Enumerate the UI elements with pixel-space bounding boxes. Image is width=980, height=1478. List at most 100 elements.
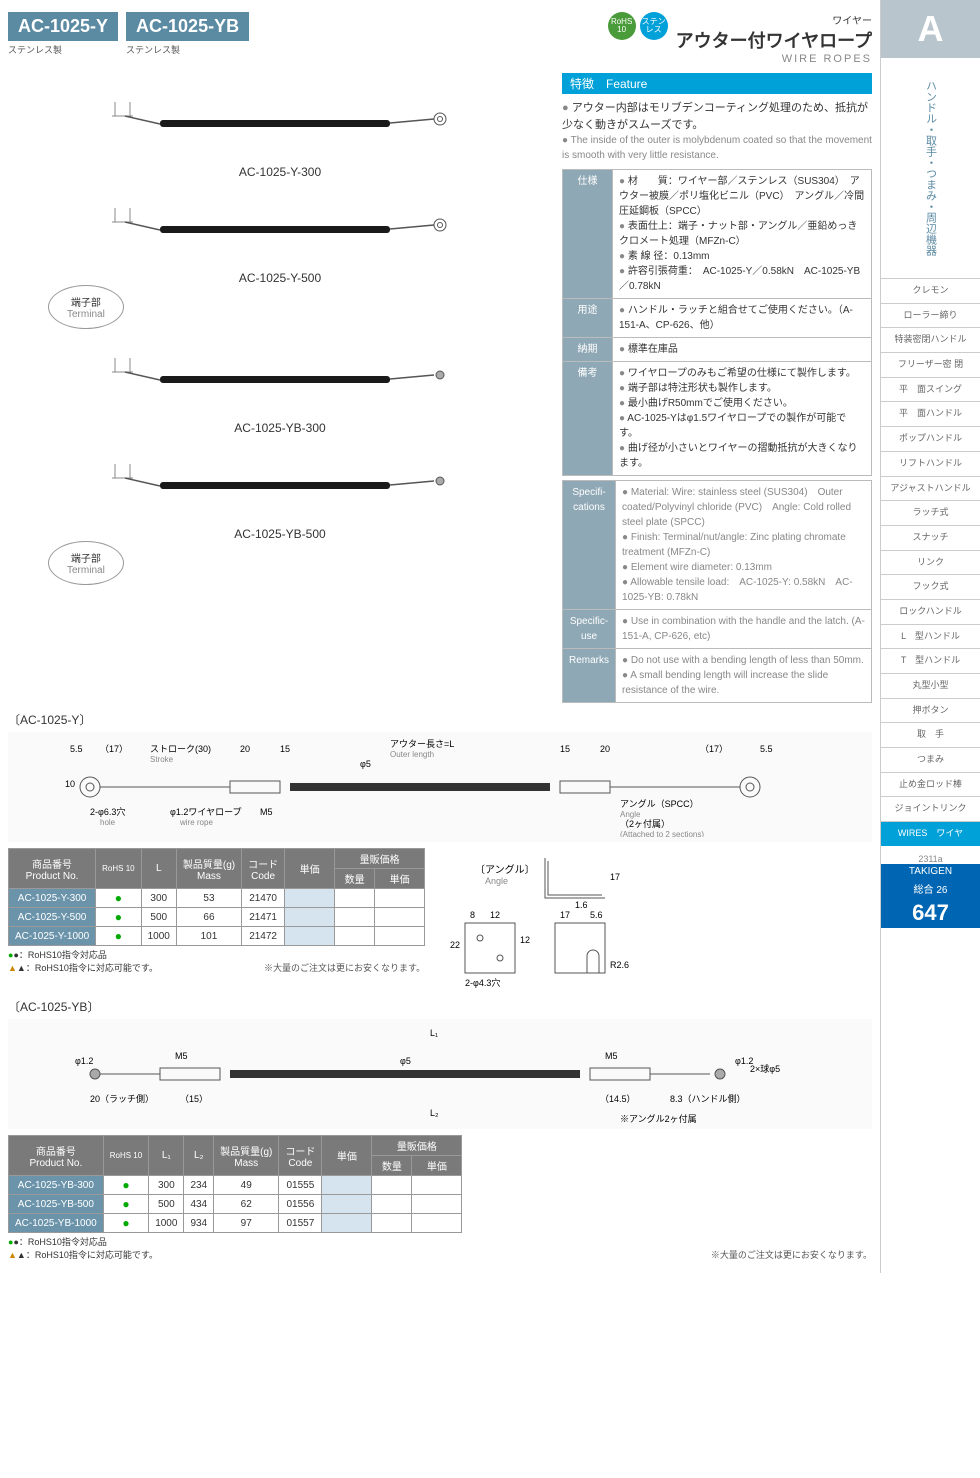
- svg-text:17: 17: [610, 872, 620, 882]
- sidebar-item[interactable]: 丸型小型: [881, 673, 980, 698]
- spec-label: Remarks: [563, 649, 616, 703]
- spec-label: Specific-use: [563, 610, 616, 649]
- svg-text:ストローク(30): ストローク(30): [150, 744, 211, 754]
- title-sub: WIRE ROPES: [676, 53, 872, 65]
- svg-text:Outer length: Outer length: [390, 750, 434, 759]
- svg-text:2-φ4.3穴: 2-φ4.3穴: [465, 977, 500, 988]
- title-sup: ワイヤー: [676, 12, 872, 27]
- diagram-yb: L₁ φ1.2 M5 φ5 M5 φ1.2 2×球φ5 20（ラッチ側） （15…: [8, 1019, 872, 1129]
- terminal-callout: 端子部Terminal: [48, 541, 124, 585]
- table-row: AC-1025-YB-500 ●5004346201556: [9, 1195, 462, 1214]
- table-rohs: ●: [96, 908, 141, 927]
- spec-cell: 標準在庫品: [613, 338, 872, 362]
- svg-text:（14.5）: （14.5）: [600, 1094, 636, 1104]
- svg-text:Angle: Angle: [485, 876, 508, 886]
- sidebar-footer: 2311a TAKIGEN 総合 26 647: [881, 854, 980, 928]
- svg-text:2×球φ5: 2×球φ5: [750, 1063, 780, 1074]
- svg-text:Stroke: Stroke: [150, 755, 174, 764]
- product-label: AC-1025-YB-300: [8, 421, 552, 435]
- svg-text:8: 8: [470, 910, 475, 920]
- sidebar-item[interactable]: ジョイントリンク: [881, 796, 980, 821]
- feature-body: アウター内部はモリブデンコーティング処理のため、抵抗が少なく動きがスムーズです。…: [562, 94, 872, 169]
- svg-text:φ1.2: φ1.2: [75, 1056, 93, 1066]
- sidebar-item[interactable]: クレモン: [881, 278, 980, 303]
- revision: 2311a: [881, 854, 980, 864]
- product-images-column: AC-1025-Y-300 AC-1025-Y-500端子部Terminal A…: [8, 73, 552, 703]
- sidebar-category: ハンドル・取手・つまみ・周辺機器: [923, 58, 939, 278]
- terminal-callout: 端子部Terminal: [48, 285, 124, 329]
- sidebar-item-active[interactable]: WIRES ワイヤ: [881, 821, 980, 846]
- svg-text:〔アングル〕: 〔アングル〕: [475, 863, 535, 876]
- spec-cell: Material: Wire: stainless steel (SUS304)…: [616, 481, 872, 610]
- table-product-no: AC-1025-YB-1000: [9, 1214, 104, 1233]
- product-code-1: AC-1025-Y: [8, 12, 118, 41]
- sidebar-item[interactable]: リフトハンドル: [881, 451, 980, 476]
- sidebar-item[interactable]: L 型ハンドル: [881, 624, 980, 649]
- table-row: AC-1025-YB-300 ●3002344901555: [9, 1176, 462, 1195]
- svg-text:15: 15: [560, 744, 570, 754]
- table-product-no: AC-1025-Y-300: [9, 889, 96, 908]
- sidebar-item[interactable]: ポップハンドル: [881, 426, 980, 451]
- table-product-no: AC-1025-YB-300: [9, 1176, 104, 1195]
- sidebar-item[interactable]: ラッチ式: [881, 500, 980, 525]
- spec-table-jp: 仕様 材 質：ワイヤー部／ステンレス（SUS304） アウター被膜／ポリ塩化ビニ…: [562, 169, 872, 476]
- legend-y: ●●：RoHS10指令対応品 ▲▲：RoHS10指令に対応可能です。 ※大量のご…: [8, 948, 425, 974]
- sidebar-letter: A: [881, 0, 980, 58]
- sidebar-item[interactable]: フリーザー密 閉: [881, 352, 980, 377]
- sidebar-item[interactable]: リンク: [881, 550, 980, 575]
- sidebar-item[interactable]: 止め金ロッド棒: [881, 772, 980, 797]
- data-table-y: 商品番号Product No. RoHS 10L製品質量(g)Mass コードC…: [8, 848, 425, 946]
- spec-cell: 材 質：ワイヤー部／ステンレス（SUS304） アウター被膜／ポリ塩化ビニル（P…: [613, 170, 872, 299]
- svg-text:φ5: φ5: [400, 1056, 411, 1066]
- legend-yb: ●●：RoHS10指令対応品 ▲▲：RoHS10指令に対応可能です。 ※大量のご…: [8, 1235, 872, 1261]
- product-code-2: AC-1025-YB: [126, 12, 249, 41]
- table-row: AC-1025-Y-1000 ●100010121472: [9, 927, 425, 946]
- table-rohs: ●: [103, 1195, 148, 1214]
- table-product-no: AC-1025-Y-1000: [9, 927, 96, 946]
- spec-label: 納期: [563, 338, 613, 362]
- product-image: [8, 335, 552, 415]
- spec-cell: ワイヤロープのみもご希望の仕様にて製作します。端子部は特注形状も製作します。最小…: [613, 362, 872, 476]
- header-bar: AC-1025-Y ステンレス製 AC-1025-YB ステンレス製 RoHS …: [8, 12, 872, 65]
- svg-text:5.5: 5.5: [70, 744, 83, 754]
- svg-text:8.3（ハンドル側）: 8.3（ハンドル側）: [670, 1093, 746, 1104]
- sidebar-item[interactable]: 平 面ハンドル: [881, 401, 980, 426]
- svg-text:(Attached to 2 sections): (Attached to 2 sections): [620, 830, 704, 837]
- table-product-no: AC-1025-Y-500: [9, 908, 96, 927]
- spec-label: 仕様: [563, 170, 613, 299]
- sidebar-item[interactable]: 押ボタン: [881, 698, 980, 723]
- sidebar-item[interactable]: 取 手: [881, 722, 980, 747]
- sidebar-item[interactable]: ロックハンドル: [881, 599, 980, 624]
- svg-text:1.6: 1.6: [575, 900, 588, 910]
- svg-text:5.6: 5.6: [590, 910, 603, 920]
- svg-text:5.5: 5.5: [760, 744, 773, 754]
- sidebar-item[interactable]: スナッチ: [881, 525, 980, 550]
- sidebar-item[interactable]: 平 面スイング: [881, 377, 980, 402]
- product-code-2-sub: ステンレス製: [126, 43, 249, 56]
- product-label: AC-1025-Y-300: [8, 165, 552, 179]
- svg-text:アングル（SPCC）: アングル（SPCC）: [620, 798, 699, 809]
- svg-text:L₂: L₂: [430, 1108, 439, 1118]
- svg-text:hole: hole: [100, 818, 116, 827]
- sidebar-item[interactable]: T 型ハンドル: [881, 648, 980, 673]
- brand: TAKIGEN: [881, 864, 980, 879]
- svg-text:φ5: φ5: [360, 759, 371, 769]
- svg-text:20: 20: [240, 744, 250, 754]
- svg-text:12: 12: [520, 935, 530, 945]
- sidebar-item[interactable]: アジャストハンドル: [881, 476, 980, 501]
- svg-text:wire rope: wire rope: [179, 818, 213, 827]
- sidebar-item[interactable]: 特装密閉ハンドル: [881, 327, 980, 352]
- svg-text:φ1.2ワイヤロープ: φ1.2ワイヤロープ: [170, 807, 242, 817]
- sidebar-item[interactable]: ローラー締り: [881, 303, 980, 328]
- sidebar-item[interactable]: つまみ: [881, 747, 980, 772]
- page-number: 647: [881, 898, 980, 928]
- svg-text:15: 15: [280, 744, 290, 754]
- svg-text:（17）: （17）: [100, 744, 128, 754]
- feature-jp: アウター内部はモリブデンコーティング処理のため、抵抗が少なく動きがスムーズです。: [562, 100, 872, 133]
- svg-text:L₁: L₁: [430, 1028, 438, 1038]
- angle-detail: 〔アングル〕 Angle 17 1.6 8 12 22 12 17: [445, 848, 665, 990]
- sidebar-item[interactable]: フック式: [881, 574, 980, 599]
- feature-en: ● The inside of the outer is molybdenum …: [562, 133, 872, 163]
- svg-text:20（ラッチ側）: 20（ラッチ側）: [90, 1093, 154, 1104]
- spec-label: 用途: [563, 299, 613, 338]
